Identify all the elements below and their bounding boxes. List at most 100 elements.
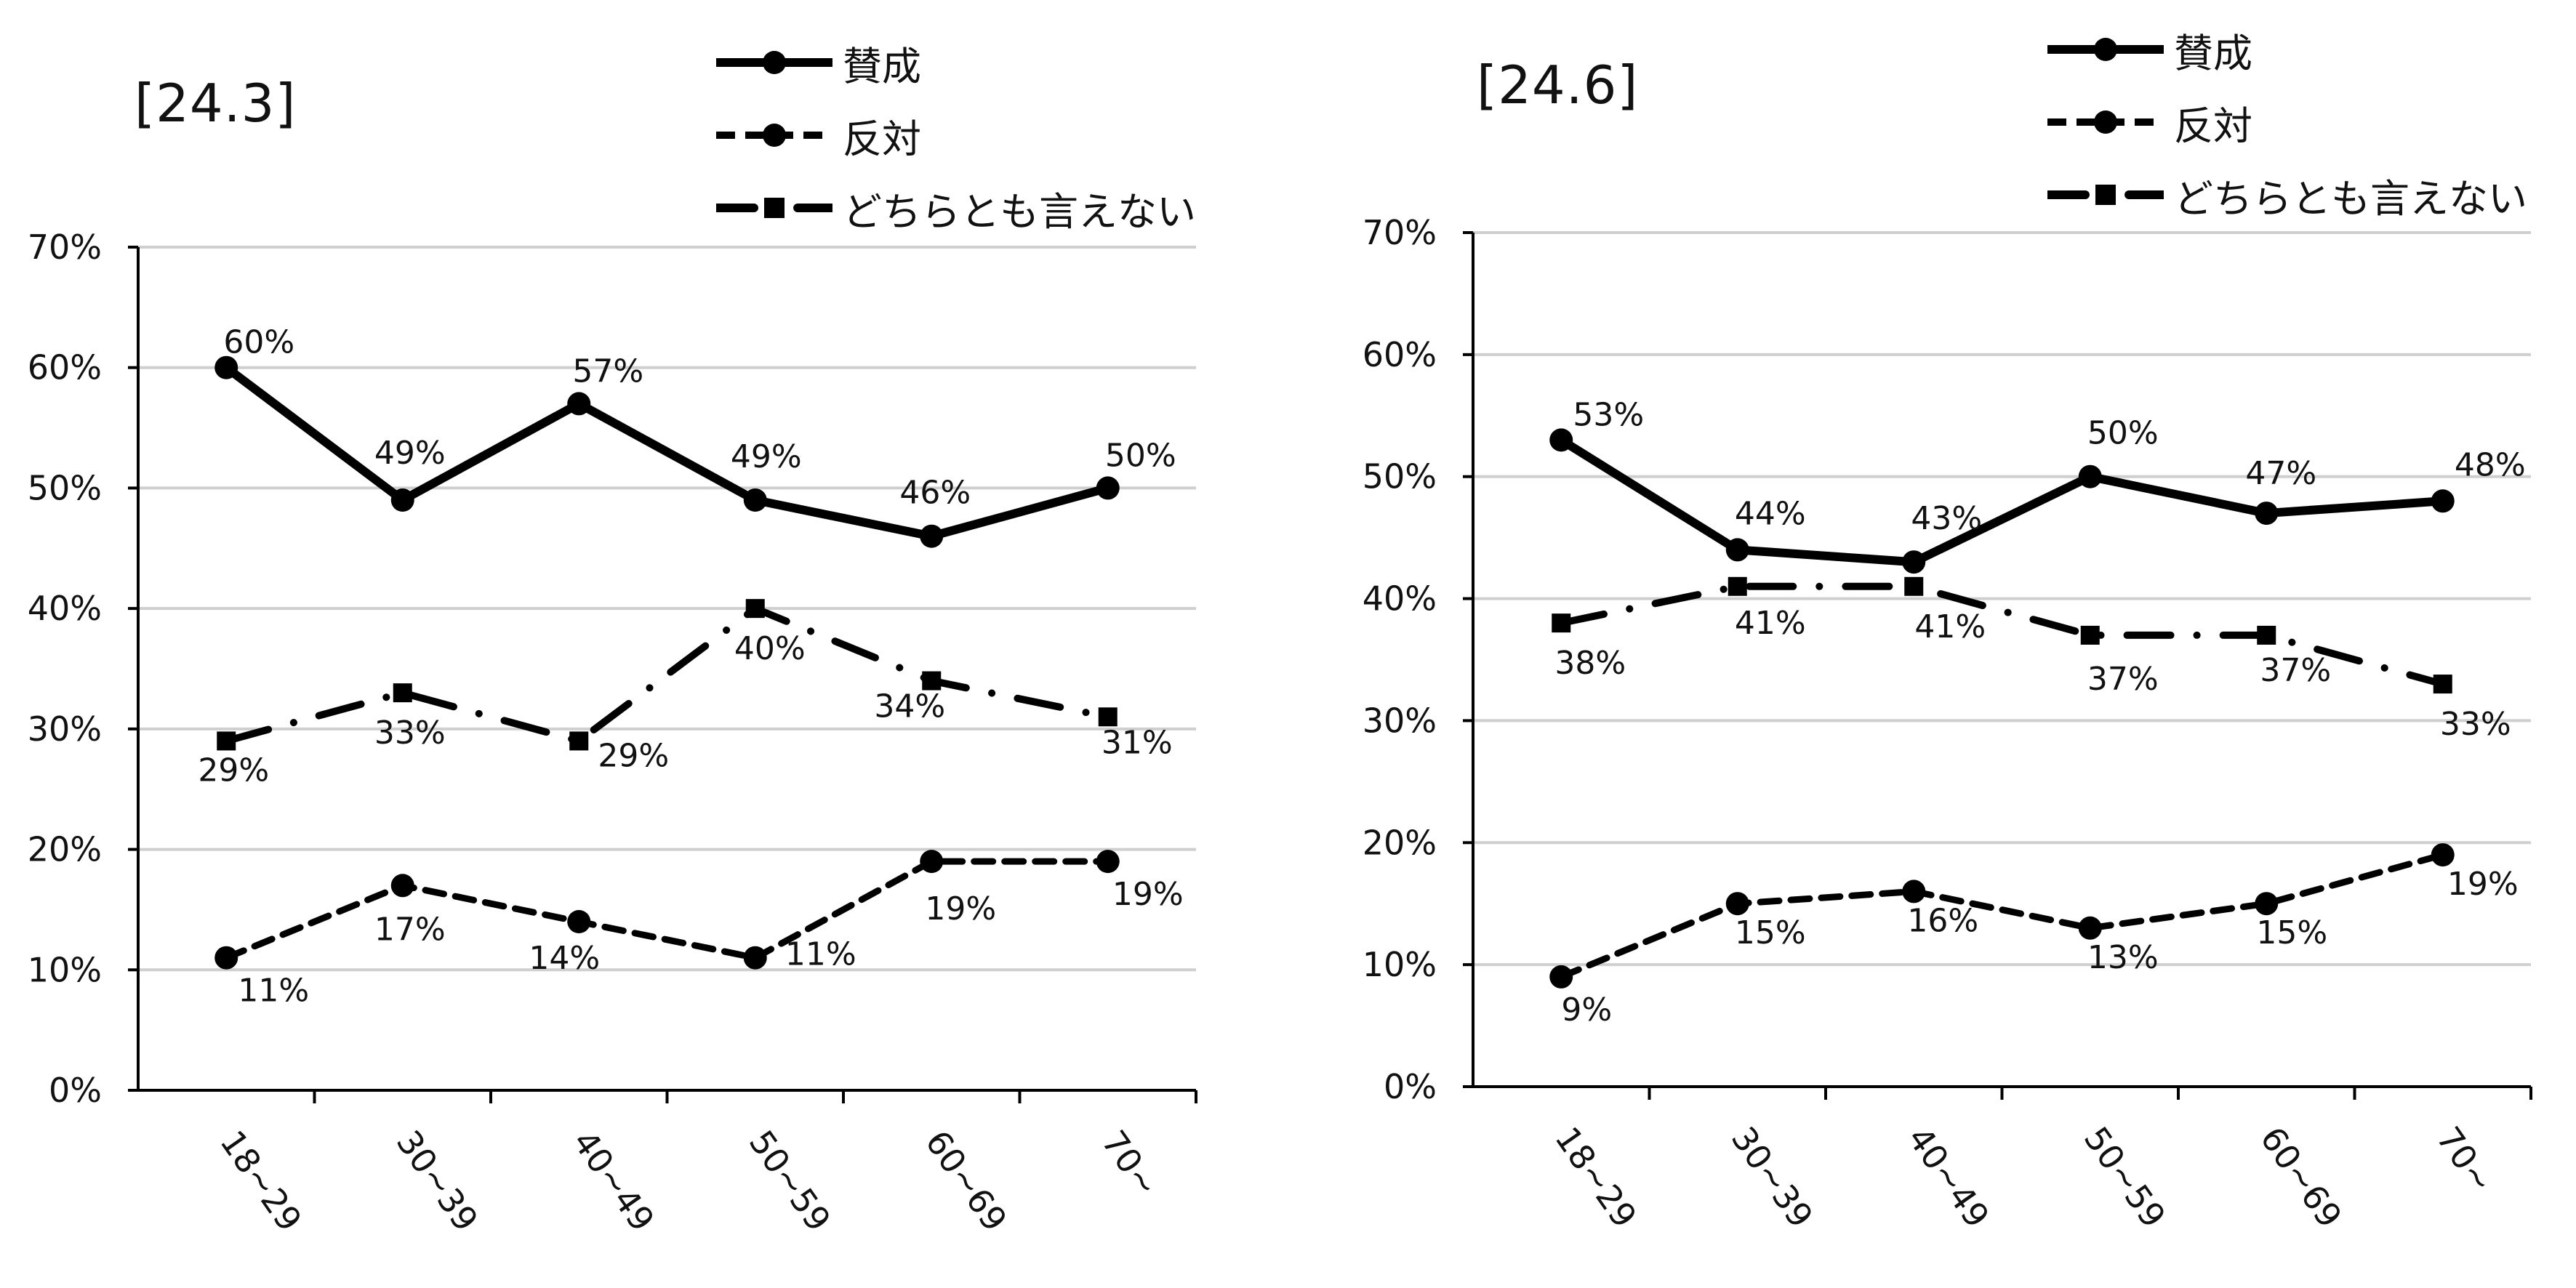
data-point (2078, 464, 2102, 488)
legend-swatch-dashed-icon (2047, 110, 2164, 134)
legend-label: 反対 (2174, 102, 2252, 149)
data-point (390, 488, 414, 512)
y-tick-label: 60% (28, 348, 102, 387)
data-point (1096, 850, 1120, 874)
x-tick-label: 70~ (1094, 1123, 1167, 1203)
data-point (1902, 550, 1926, 574)
data-point (1098, 707, 1118, 727)
legend-item-neutral: どちらとも言えない (2047, 158, 2527, 231)
legend-swatch-solid-icon (2047, 38, 2164, 61)
data-point (743, 946, 767, 970)
data-point (217, 731, 236, 751)
data-point (1549, 965, 1573, 989)
x-tick-label: 60~69 (918, 1123, 1014, 1238)
data-point (1725, 892, 1749, 916)
data-label: 19% (2447, 866, 2519, 903)
y-tick-label: 70% (1363, 213, 1437, 252)
data-label: 38% (1554, 645, 1626, 682)
data-label: 11% (785, 936, 856, 973)
legend-item-no: 反対 (2047, 86, 2527, 158)
data-label: 11% (238, 973, 309, 1010)
chart-title: [24.3] (135, 73, 297, 134)
data-label: 9% (1561, 991, 1612, 1029)
legend-swatch-solid-icon (716, 51, 832, 74)
chart-plot: 0% 10% 20% 30% 40% 50% 60% 70% 18~29 30~39 40~49 50… (1363, 213, 2532, 1235)
data-label: 49% (731, 438, 802, 475)
data-label: 49% (374, 435, 446, 472)
data-point (745, 599, 765, 619)
data-label: 29% (598, 737, 669, 774)
data-point (2255, 892, 2279, 916)
data-label: 50% (1105, 437, 1176, 474)
y-tick-label: 0% (49, 1071, 102, 1110)
x-tick-label: 50~59 (742, 1123, 838, 1238)
x-tick-label: 70~ (2429, 1119, 2502, 1199)
legend-swatch-dashdot-icon (2047, 185, 2164, 205)
data-label: 19% (1112, 876, 1184, 913)
data-label: 15% (1735, 914, 1806, 951)
legend-label: 賛成 (843, 43, 921, 89)
data-label: 46% (899, 475, 971, 512)
chart-plot: 0% 10% 20% 30% 40% 50% 60% 70% 18~29 30~39 40~49 50… (28, 228, 1197, 1239)
legend-label: 賛成 (2174, 30, 2252, 76)
data-label: 50% (2087, 415, 2159, 452)
chart-title: [24.6] (1477, 55, 1639, 116)
legend-item-neutral: どちらとも言えない (716, 172, 1196, 244)
series-line (1557, 851, 2447, 981)
data-label: 37% (2260, 652, 2331, 689)
data-label: 19% (925, 890, 996, 927)
data-label: 48% (2455, 446, 2526, 483)
series-line (222, 605, 1112, 745)
y-tick-label: 20% (1363, 823, 1437, 862)
data-point (1728, 576, 1747, 596)
data-label: 31% (1102, 724, 1173, 761)
data-point (567, 910, 591, 933)
data-label: 53% (1573, 396, 1644, 433)
series-line (222, 858, 1112, 962)
x-tick-label: 50~59 (2077, 1119, 2173, 1234)
legend-item-yes: 賛成 (2047, 13, 2527, 86)
data-point (393, 683, 412, 703)
data-point (1096, 476, 1120, 500)
legend: 賛成 反対 どちらとも言えない (2047, 13, 2527, 231)
y-tick-label: 30% (28, 709, 102, 749)
data-label: 41% (1735, 605, 1806, 642)
chart-panel-1: [24.3] 賛成 反対 どちらとも言えない 0% 10% 20% 30% 40% 50%… (28, 26, 1197, 1239)
data-label: 33% (2440, 706, 2511, 743)
legend-item-no: 反対 (716, 99, 1196, 172)
data-label: 44% (1735, 495, 1806, 532)
y-tick-label: 20% (28, 830, 102, 869)
x-tick-label: 18~29 (1547, 1119, 1644, 1234)
legend-swatch-dashdot-icon (716, 198, 832, 218)
y-tick-label: 30% (1363, 701, 1437, 740)
y-tick-label: 10% (1363, 945, 1437, 984)
data-label: 33% (374, 715, 446, 752)
series-line (222, 363, 1112, 541)
data-point (569, 731, 589, 751)
data-label: 41% (1914, 608, 1986, 645)
data-point (214, 355, 238, 379)
y-tick-label: 50% (1363, 457, 1437, 496)
data-point (743, 488, 767, 512)
data-label: 16% (1907, 902, 1978, 939)
data-label: 47% (2245, 455, 2316, 492)
data-label: 60% (223, 324, 294, 361)
data-point (214, 946, 238, 970)
y-tick-label: 40% (28, 589, 102, 628)
legend-swatch-dashed-icon (716, 124, 832, 147)
legend: 賛成 反対 どちらとも言えない (716, 26, 1196, 244)
data-point (920, 850, 944, 874)
y-tick-label: 10% (28, 950, 102, 989)
data-point (1549, 428, 1573, 452)
data-point (920, 524, 944, 548)
y-tick-label: 60% (1363, 335, 1437, 374)
data-label: 37% (2087, 661, 2159, 698)
data-point (1552, 613, 1571, 633)
data-point (2078, 916, 2102, 940)
data-point (567, 392, 591, 416)
y-tick-label: 0% (1384, 1067, 1437, 1106)
data-point (2257, 625, 2276, 645)
data-point (1904, 576, 1924, 596)
data-label: 40% (734, 630, 806, 667)
legend-label: どちらとも言えない (843, 188, 1196, 235)
